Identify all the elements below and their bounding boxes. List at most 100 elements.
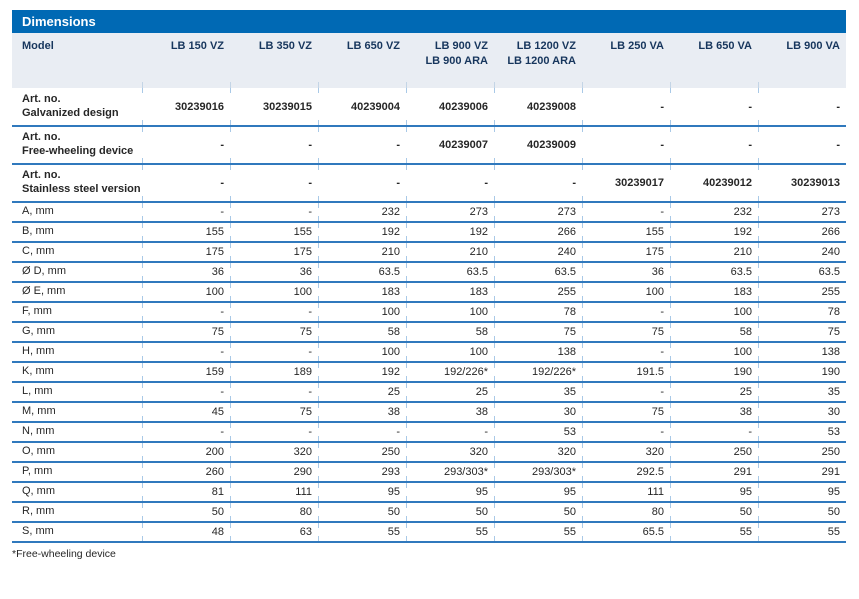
- table-cell: 100: [670, 302, 758, 322]
- table-cell: 50: [758, 502, 846, 522]
- table-cell: 55: [670, 522, 758, 542]
- table-row: Ø E, mm 100 100 183 183 255 100 183 255: [12, 282, 846, 302]
- table-cell: -: [230, 382, 318, 402]
- table-row: C, mm 175 175 210 210 240 175 210 240: [12, 242, 846, 262]
- table-cell: 75: [230, 402, 318, 422]
- table-cell: 175: [582, 242, 670, 262]
- table-cell: 290: [230, 462, 318, 482]
- table-cell: 250: [670, 442, 758, 462]
- table-cell: 100: [230, 282, 318, 302]
- table-row: M, mm 45 75 38 38 30 75 38 30: [12, 402, 846, 422]
- row-label: O, mm: [22, 445, 55, 458]
- table-cell: 320: [406, 442, 494, 462]
- column-header: LB 650 VZ: [318, 33, 406, 88]
- table-cell: -: [318, 422, 406, 442]
- table-cell: 50: [406, 502, 494, 522]
- table-cell: 75: [582, 402, 670, 422]
- table-cell: 320: [230, 442, 318, 462]
- row-label: Art. no. Free-wheeling device: [22, 131, 134, 157]
- table-title-bar: Dimensions: [12, 10, 846, 33]
- row-label: K, mm: [22, 365, 54, 378]
- column-header: LB 350 VZ: [230, 33, 318, 88]
- table-cell: 55: [494, 522, 582, 542]
- table-cell: 191.5: [582, 362, 670, 382]
- table-cell: 155: [582, 222, 670, 242]
- table-cell: 75: [758, 322, 846, 342]
- table-cell: 273: [406, 202, 494, 222]
- table-cell: 192: [318, 222, 406, 242]
- table-cell: 320: [494, 442, 582, 462]
- table-cell: 232: [670, 202, 758, 222]
- table-row: A, mm - -232 273 273-232 273: [12, 202, 846, 222]
- table-cell: 63.5: [494, 262, 582, 282]
- row-label: L, mm: [22, 385, 53, 398]
- table-cell: 75: [582, 322, 670, 342]
- table-cell: -: [670, 88, 758, 126]
- table-cell: -: [230, 342, 318, 362]
- table-cell: 55: [758, 522, 846, 542]
- table-cell: 95: [670, 482, 758, 502]
- row-label: M, mm: [22, 405, 56, 418]
- table-cell: -: [230, 164, 318, 202]
- table-cell: 40239008: [494, 88, 582, 126]
- table-body: Art. no. Galvanized design 30239016 302390…: [12, 88, 846, 542]
- table-cell: 100: [582, 282, 670, 302]
- table-cell: 183: [318, 282, 406, 302]
- table-cell: 183: [670, 282, 758, 302]
- row-label: Art. no. Galvanized design: [22, 92, 119, 119]
- table-cell: -: [582, 422, 670, 442]
- table-cell: 240: [494, 242, 582, 262]
- table-cell: 192/226*: [406, 362, 494, 382]
- table-cell: 266: [494, 222, 582, 242]
- table-cell: 53: [494, 422, 582, 442]
- column-header: LB 150 VZ: [142, 33, 230, 88]
- table-cell: -: [142, 126, 230, 164]
- column-header: LB 1200 VZ LB 1200 ARA: [494, 33, 582, 88]
- table-row: B, mm 155 155 192 192 266 155 192 266: [12, 222, 846, 242]
- table-cell: 100: [406, 302, 494, 322]
- table-cell: 75: [494, 322, 582, 342]
- table-cell: 192: [670, 222, 758, 242]
- table-cell: 138: [494, 342, 582, 362]
- table-cell: 293/303*: [406, 462, 494, 482]
- table-cell: 55: [318, 522, 406, 542]
- column-header: LB 900 VA: [758, 33, 846, 88]
- table-cell: 63.5: [758, 262, 846, 282]
- table-row: L, mm - -25 25 35-25 35: [12, 382, 846, 402]
- table-cell: 78: [494, 302, 582, 322]
- table-cell: 35: [758, 382, 846, 402]
- table-cell: 210: [670, 242, 758, 262]
- table-cell: -: [406, 164, 494, 202]
- table-cell: 111: [582, 482, 670, 502]
- table-cell: 192: [318, 362, 406, 382]
- row-label: Ø D, mm: [22, 265, 66, 278]
- table-cell: 30239017: [582, 164, 670, 202]
- table-cell: 190: [670, 362, 758, 382]
- table-cell: -: [670, 422, 758, 442]
- row-label: Art. no. Stainless steel version: [22, 169, 141, 195]
- table-cell: 80: [230, 502, 318, 522]
- table-cell: 63.5: [670, 262, 758, 282]
- table-row: Art. no. Stainless steel version - - - - -302…: [12, 164, 846, 202]
- table-cell: -: [582, 202, 670, 222]
- table-header-row: Model LB 150 VZ LB 350 VZ LB 650 VZ LB 900 …: [12, 33, 846, 88]
- table-cell: -: [142, 302, 230, 322]
- table-cell: 192/226*: [494, 362, 582, 382]
- table-cell: 320: [582, 442, 670, 462]
- table-row: P, mm 260 290 293 293/303* 293/303* 292.5 291 29…: [12, 462, 846, 482]
- table-cell: 58: [670, 322, 758, 342]
- table-cell: 293: [318, 462, 406, 482]
- table-cell: 25: [670, 382, 758, 402]
- row-label: Ø E, mm: [22, 285, 66, 298]
- table-cell: 50: [670, 502, 758, 522]
- table-cell: 55: [406, 522, 494, 542]
- table-cell: 45: [142, 402, 230, 422]
- table-cell: 111: [230, 482, 318, 502]
- table-cell: 25: [406, 382, 494, 402]
- table-row: Ø D, mm 36 36 63.5 63.5 63.5 36 63.5 63.5: [12, 262, 846, 282]
- table-cell: 38: [670, 402, 758, 422]
- table-cell: 260: [142, 462, 230, 482]
- table-cell: 200: [142, 442, 230, 462]
- table-cell: 63.5: [318, 262, 406, 282]
- table-cell: 210: [406, 242, 494, 262]
